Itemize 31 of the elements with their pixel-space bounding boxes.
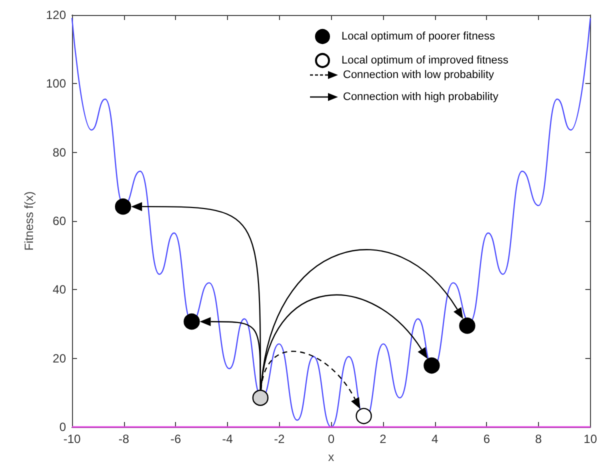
y-tick-label: 20	[52, 351, 66, 366]
line-series	[71, 18, 591, 428]
x-tick-label: 4	[431, 432, 438, 446]
point	[424, 357, 440, 374]
legend-label: Local optimum of poorer fitness	[342, 30, 496, 42]
point	[459, 318, 476, 334]
annotation: Connection with low probability	[343, 69, 494, 81]
x-tick-label: 0	[328, 432, 335, 446]
x-tick-label: -4	[222, 432, 234, 446]
y-axis-title: Fitness f(x)	[22, 191, 36, 251]
x-tick-label: 2	[380, 432, 387, 446]
x-tick-label: -8	[118, 432, 130, 446]
x-tick-label: -10	[63, 432, 81, 446]
x-tick-label: 10	[584, 432, 598, 446]
point	[252, 390, 269, 406]
point	[184, 314, 200, 330]
x-axis-title: x	[328, 450, 334, 464]
y-tick-label: 60	[52, 214, 66, 228]
x-tick-label: 6	[483, 432, 490, 446]
y-tick-label: 0	[59, 420, 66, 434]
y-tick-label: 100	[46, 76, 66, 91]
y-tick-label: 40	[52, 282, 66, 297]
x-tick-label: 8	[535, 432, 542, 446]
point	[114, 198, 132, 215]
y-tick-label: 80	[52, 145, 66, 160]
x-tick-label: -2	[274, 432, 285, 446]
annotation: Connection with high probability	[343, 91, 498, 103]
point	[356, 408, 372, 424]
x-tick-label: -6	[170, 432, 182, 446]
y-tick-label: 120	[46, 8, 66, 22]
legend-label: Local optimum of improved fitness	[342, 54, 509, 66]
